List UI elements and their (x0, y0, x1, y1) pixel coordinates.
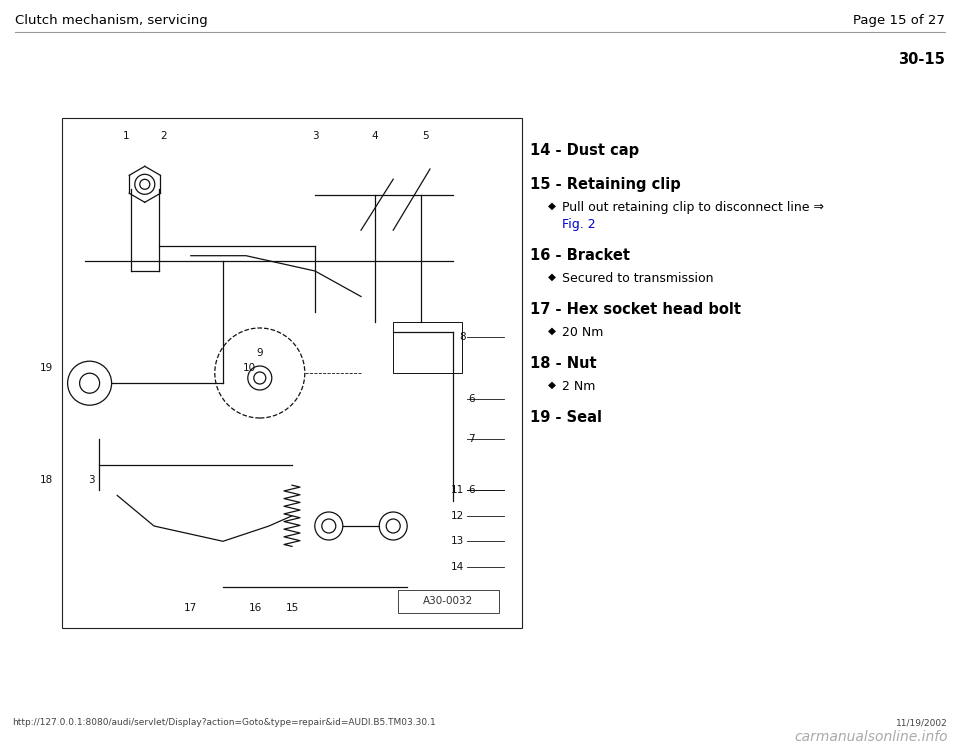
Text: 1: 1 (123, 131, 130, 141)
Text: 5: 5 (422, 131, 429, 141)
Text: Pull out retaining clip to disconnect line ⇒: Pull out retaining clip to disconnect li… (562, 201, 824, 214)
Text: 13: 13 (451, 536, 465, 546)
Bar (394, 322, 462, 373)
Text: 14: 14 (451, 562, 465, 572)
Text: 19: 19 (39, 363, 53, 373)
Text: ◆: ◆ (548, 380, 556, 390)
Text: Fig. 2: Fig. 2 (562, 218, 595, 231)
Text: 19 - Seal: 19 - Seal (530, 410, 602, 425)
Text: 30-15: 30-15 (899, 52, 945, 67)
Text: 2 Nm: 2 Nm (562, 380, 595, 393)
Bar (397, 590, 499, 613)
Text: 20 Nm: 20 Nm (562, 326, 604, 339)
Text: Page 15 of 27: Page 15 of 27 (853, 14, 945, 27)
Text: Clutch mechanism, servicing: Clutch mechanism, servicing (15, 14, 207, 27)
Text: 3: 3 (88, 475, 95, 485)
Text: 10: 10 (243, 363, 256, 373)
Text: 9: 9 (256, 348, 263, 358)
Text: 3: 3 (312, 131, 319, 141)
Text: 16: 16 (249, 603, 262, 613)
Bar (62, 118, 522, 628)
Text: carmanualsonline.info: carmanualsonline.info (794, 730, 948, 742)
Text: 8: 8 (459, 332, 466, 342)
Text: 15: 15 (285, 603, 299, 613)
Text: 18 - Nut: 18 - Nut (530, 356, 596, 371)
Text: 6: 6 (468, 485, 474, 496)
Text: 7: 7 (468, 434, 474, 444)
Text: 11: 11 (451, 485, 465, 496)
Text: A30-0032: A30-0032 (423, 597, 473, 606)
Text: 6: 6 (468, 393, 474, 404)
Text: 11/19/2002: 11/19/2002 (897, 718, 948, 727)
Text: 17 - Hex socket head bolt: 17 - Hex socket head bolt (530, 302, 741, 317)
Text: 12: 12 (451, 510, 465, 521)
Text: 18: 18 (39, 475, 53, 485)
Text: ◆: ◆ (548, 326, 556, 336)
Text: 14 - Dust cap: 14 - Dust cap (530, 143, 639, 158)
Text: 2: 2 (160, 131, 166, 141)
Text: http://127.0.0.1:8080/audi/servlet/Display?action=Goto&type=repair&id=AUDI.B5.TM: http://127.0.0.1:8080/audi/servlet/Displ… (12, 718, 436, 727)
Text: ◆: ◆ (548, 272, 556, 282)
Text: 4: 4 (372, 131, 378, 141)
Text: 15 - Retaining clip: 15 - Retaining clip (530, 177, 681, 192)
Text: ◆: ◆ (548, 201, 556, 211)
Text: 17: 17 (184, 603, 198, 613)
Text: Secured to transmission: Secured to transmission (562, 272, 713, 285)
Text: 16 - Bracket: 16 - Bracket (530, 248, 630, 263)
